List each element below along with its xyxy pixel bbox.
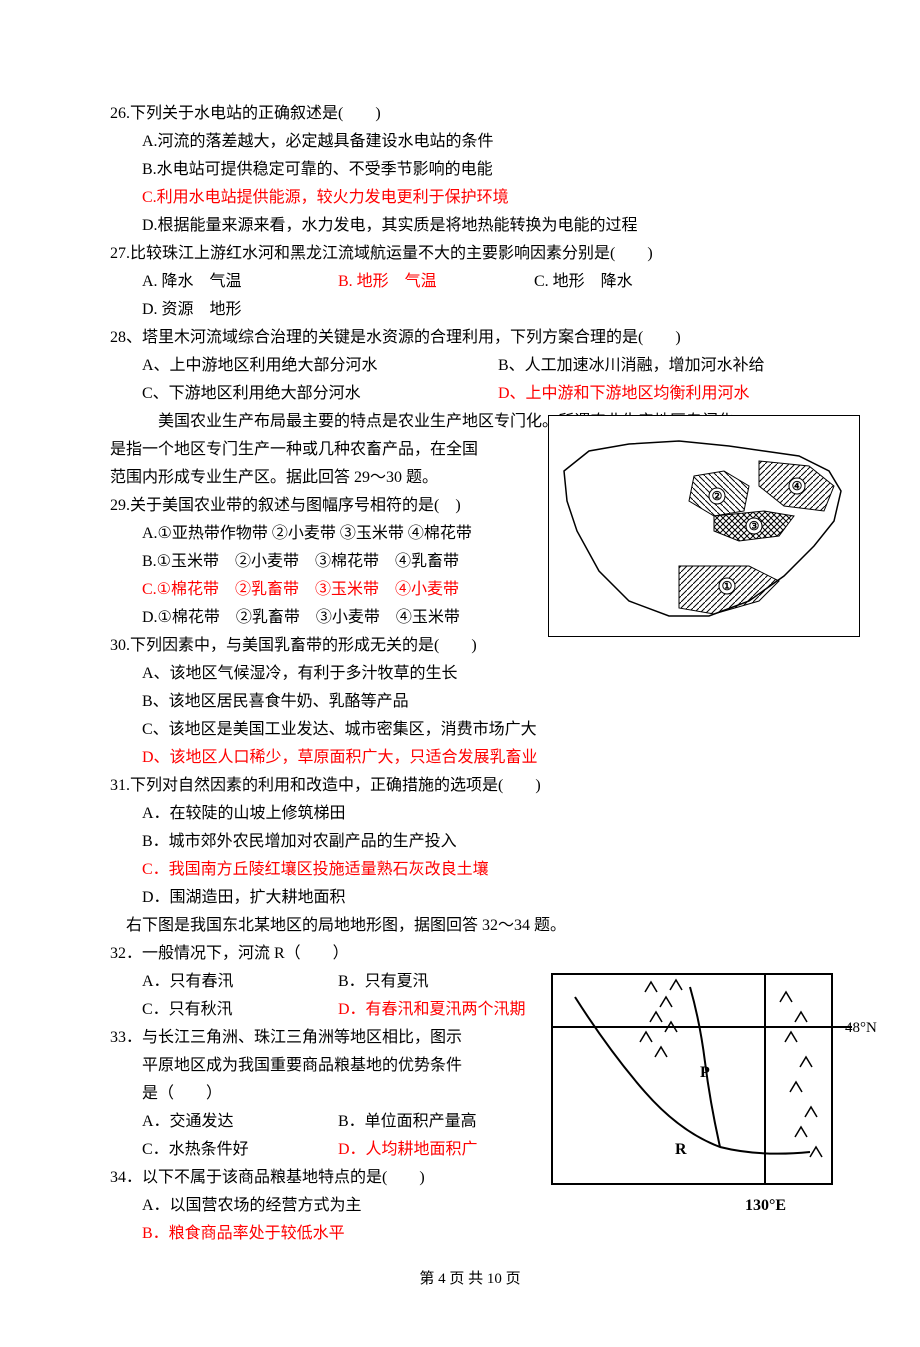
passage1-l2: 是指一个地区专门生产一种或几种农畜产品，在全国 (110, 436, 590, 464)
q33-stem2: 平原地区成为我国重要商品粮基地的优势条件 (110, 1052, 590, 1080)
figure-us-agriculture-map: ① ② ③ ④ (548, 415, 860, 637)
q26-opt-b: B.水电站可提供稳定可靠的、不受季节影响的电能 (110, 156, 830, 184)
passage1-l3: 范围内形成专业生产区。据此回答 29～30 题。 (110, 464, 590, 492)
q26-opt-d: D.根据能量来源来看，水力发电，其实质是将地热能转换为电能的过程 (110, 212, 830, 240)
q33-opt-d: D．人均耕地面积广 (338, 1141, 478, 1158)
q31-opt-c: C．我国南方丘陵红壤区投施适量熟石灰改良土壤 (142, 861, 489, 878)
q26-opt-c: C.利用水电站提供能源，较火力发电更利于保护环境 (142, 189, 509, 206)
q28-opt-b: B、人工加速冰川消融，增加河水补给 (498, 357, 765, 374)
label-r: R (675, 1141, 687, 1158)
figure-northeast-map: P R 48°N 130°E (550, 972, 880, 1217)
q31-stem: 31.下列对自然因素的利用和改造中，正确措施的选项是( ) (110, 772, 830, 800)
q29-opt-c: C.①棉花带 ②乳畜带 ③玉米带 ④小麦带 (142, 581, 459, 598)
q29-opt-d: D.①棉花带 ②乳畜带 ③小麦带 ④玉米带 (110, 604, 622, 632)
q29-opt-b: B.①玉米带 ②小麦带 ③棉花带 ④乳畜带 (110, 548, 622, 576)
q32-opt-c: C．只有秋汛 (142, 996, 334, 1024)
label-4: ④ (792, 479, 803, 493)
q28-opt-c: C、下游地区利用绝大部分河水 (142, 380, 494, 408)
q33-stem3: 是（ ） (110, 1080, 590, 1108)
q26-stem: 26.下列关于水电站的正确叙述是( ) (110, 100, 830, 128)
us-map-svg: ① ② ③ ④ (549, 416, 859, 636)
label-2: ② (712, 489, 723, 503)
q27-opt-b: B. 地形 气温 (338, 268, 530, 296)
label-lat: 48°N (845, 1020, 877, 1036)
q29-stem: 29.关于美国农业带的叙述与图幅序号相符的是( ) (110, 492, 590, 520)
q27-stem: 27.比较珠江上游红水河和黑龙江流域航运量不大的主要影响因素分别是( ) (110, 240, 830, 268)
q32-opt-a: A．只有春汛 (142, 968, 334, 996)
q30-opt-b: B、该地区居民喜食牛奶、乳酪等产品 (110, 688, 830, 716)
q28-row1: A、上中游地区利用绝大部分河水 B、人工加速冰川消融，增加河水补给 (110, 352, 830, 380)
q33-row1: A．交通发达 B．单位面积产量高 (110, 1108, 622, 1136)
q28-row2: C、下游地区利用绝大部分河水 D、上中游和下游地区均衡利用河水 (110, 380, 830, 408)
q32-row2: C．只有秋汛 D．有春汛和夏汛两个汛期 (110, 996, 622, 1024)
q33-opt-c: C．水热条件好 (142, 1136, 334, 1164)
q27-opt-a: A. 降水 气温 (142, 268, 334, 296)
q33-opt-b: B．单位面积产量高 (338, 1113, 477, 1130)
q27-opt-c: C. 地形 降水 (534, 268, 726, 296)
q30-opt-c: C、该地区是美国工业发达、城市密集区，消费市场广大 (110, 716, 830, 744)
q32-row1: A．只有春汛 B．只有夏汛 (110, 968, 622, 996)
q31-opt-a: A．在较陡的山坡上修筑梯田 (110, 800, 830, 828)
q32-opt-d: D．有春汛和夏汛两个汛期 (338, 1001, 526, 1018)
q34-opt-b: B．粮食商品率处于较低水平 (142, 1225, 345, 1242)
q33-stem1: 33．与长江三角洲、珠江三角洲等地区相比，图示 (110, 1024, 590, 1052)
q27-options: A. 降水 气温 B. 地形 气温 C. 地形 降水 D. 资源 地形 (110, 268, 830, 324)
q30-opt-d: D、该地区人口稀少，草原面积广大，只适合发展乳畜业 (142, 749, 538, 766)
q28-opt-d: D、上中游和下游地区均衡利用河水 (498, 385, 750, 402)
q27-opt-d: D. 资源 地形 (142, 296, 334, 324)
q29-opt-a: A.①亚热带作物带 ②小麦带 ③玉米带 ④棉花带 (110, 520, 622, 548)
q33-opt-a: A．交通发达 (142, 1108, 334, 1136)
q33-row2: C．水热条件好 D．人均耕地面积广 (110, 1136, 622, 1164)
label-p: P (700, 1064, 710, 1081)
q28-opt-a: A、上中游地区利用绝大部分河水 (142, 352, 494, 380)
q31-opt-b: B．城市郊外农民增加对农副产品的生产投入 (110, 828, 830, 856)
q32-opt-b: B．只有夏汛 (338, 973, 429, 990)
q30-opt-a: A、该地区气候湿冷，有利于多汁牧草的生长 (110, 660, 830, 688)
label-1: ① (722, 579, 733, 593)
q26-opt-a: A.河流的落差越大，必定越具备建设水电站的条件 (110, 128, 830, 156)
page-container: 26.下列关于水电站的正确叙述是( ) A.河流的落差越大，必定越具备建设水电站… (0, 0, 920, 1347)
q34-stem: 34．以下不属于该商品粮基地特点的是( ) (110, 1164, 590, 1192)
q28-stem: 28、塔里木河流域综合治理的关键是水资源的合理利用，下列方案合理的是( ) (110, 324, 830, 352)
ne-map-svg: P R 48°N 130°E (550, 972, 880, 1217)
passage2: 右下图是我国东北某地区的局地地形图，据图回答 32～34 题。 (110, 912, 830, 940)
page-footer: 第 4 页 共 10 页 (110, 1266, 830, 1292)
q34-opt-a: A．以国营农场的经营方式为主 (110, 1192, 622, 1220)
q31-opt-d: D．围湖造田，扩大耕地面积 (110, 884, 830, 912)
q32-stem: 32．一般情况下，河流 R（ ） (110, 940, 590, 968)
label-3: ③ (749, 519, 760, 533)
label-lon: 130°E (745, 1197, 786, 1214)
